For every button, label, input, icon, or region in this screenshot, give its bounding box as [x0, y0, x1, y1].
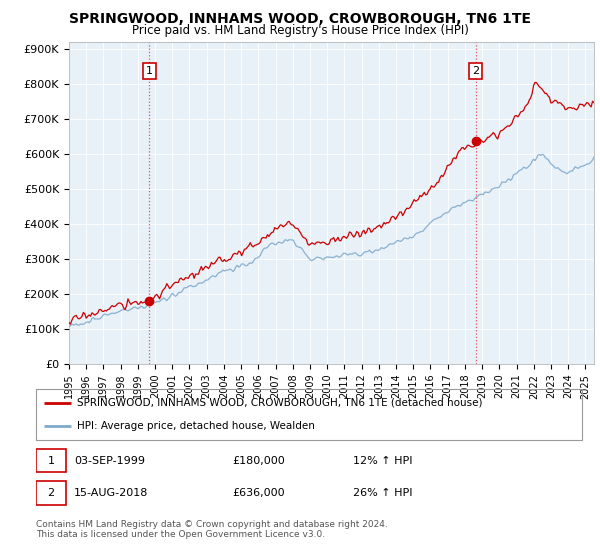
Bar [36, 449, 66, 473]
Text: 1: 1 [47, 456, 55, 466]
Text: Contains HM Land Registry data © Crown copyright and database right 2024.
This d: Contains HM Land Registry data © Crown c… [36, 520, 388, 539]
Text: SPRINGWOOD, INNHAMS WOOD, CROWBOROUGH, TN6 1TE: SPRINGWOOD, INNHAMS WOOD, CROWBOROUGH, T… [69, 12, 531, 26]
Text: 03-SEP-1999: 03-SEP-1999 [74, 456, 145, 466]
Text: 26% ↑ HPI: 26% ↑ HPI [353, 488, 412, 498]
Text: £180,000: £180,000 [233, 456, 286, 466]
Text: 2: 2 [47, 488, 55, 498]
Text: 2: 2 [472, 66, 479, 76]
Text: SPRINGWOOD, INNHAMS WOOD, CROWBOROUGH, TN6 1TE (detached house): SPRINGWOOD, INNHAMS WOOD, CROWBOROUGH, T… [77, 398, 482, 408]
Text: £636,000: £636,000 [233, 488, 285, 498]
Bar [36, 482, 66, 505]
Text: Price paid vs. HM Land Registry's House Price Index (HPI): Price paid vs. HM Land Registry's House … [131, 24, 469, 36]
Text: 1: 1 [146, 66, 153, 76]
Text: 15-AUG-2018: 15-AUG-2018 [74, 488, 149, 498]
Text: 12% ↑ HPI: 12% ↑ HPI [353, 456, 412, 466]
Text: HPI: Average price, detached house, Wealden: HPI: Average price, detached house, Weal… [77, 421, 315, 431]
